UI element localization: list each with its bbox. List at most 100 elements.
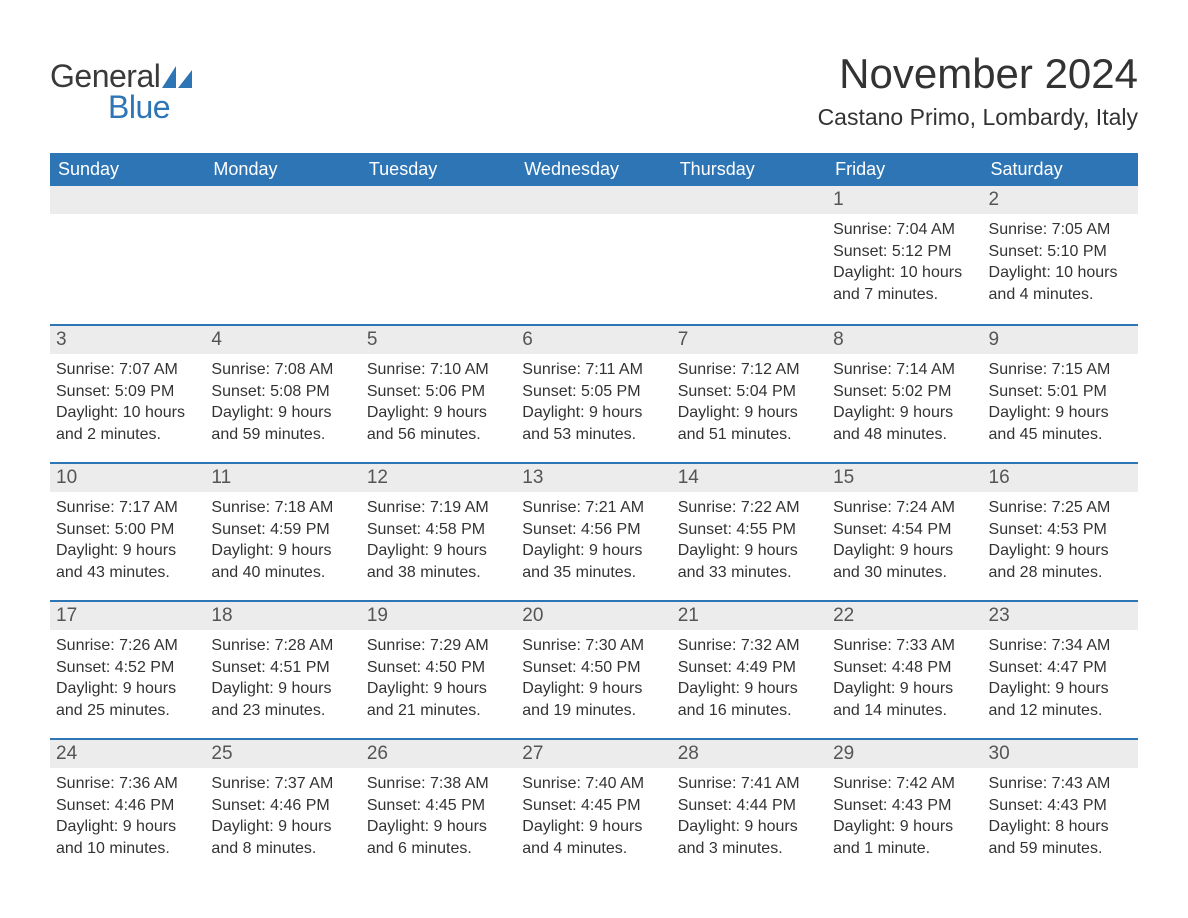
day-number: 2 [989,189,1000,210]
daylight-line1: Daylight: 9 hours [56,678,199,700]
day-body: Sunrise: 7:41 AMSunset: 4:44 PMDaylight:… [672,768,827,863]
sunrise-text: Sunrise: 7:12 AM [678,359,821,381]
day-number: 3 [56,329,67,350]
week-row: 17Sunrise: 7:26 AMSunset: 4:52 PMDayligh… [50,600,1138,728]
daylight-line2: and 48 minutes. [833,424,976,446]
daylight-line2: and 2 minutes. [56,424,199,446]
weekday-header: Thursday [672,153,827,186]
daylight-line1: Daylight: 9 hours [989,678,1132,700]
daylight-line1: Daylight: 9 hours [367,678,510,700]
day-number: 15 [833,467,854,488]
daylight-line1: Daylight: 9 hours [56,816,199,838]
day-cell: 10Sunrise: 7:17 AMSunset: 5:00 PMDayligh… [50,464,205,590]
weekday-header: Wednesday [516,153,671,186]
day-cell: 28 Sunrise: 7:41 AMSunset: 4:44 PMDayligh… [672,740,827,866]
empty-day-cell [672,186,827,314]
sunset-text: Sunset: 4:45 PM [522,795,665,817]
day-number-row: 13 [516,464,671,492]
day-body: Sunrise: 7:43 AMSunset: 4:43 PMDaylight:… [983,768,1138,863]
day-number-row: 8 [827,326,982,354]
day-number-row: 22 [827,602,982,630]
day-number: 28 [678,743,699,764]
day-cell: 23Sunrise: 7:34 AMSunset: 4:47 PMDayligh… [983,602,1138,728]
day-number-row [50,186,205,214]
day-body: Sunrise: 7:28 AMSunset: 4:51 PMDaylight:… [205,630,360,725]
sunrise-text: Sunrise: 7:38 AM [367,773,510,795]
day-number-row: 24 [50,740,205,768]
daylight-line1: Daylight: 9 hours [833,678,976,700]
day-number-row: 28 [672,740,827,768]
sunrise-text: Sunrise: 7:30 AM [522,635,665,657]
calendar: SundayMondayTuesdayWednesdayThursdayFrid… [50,153,1138,866]
sunset-text: Sunset: 5:10 PM [989,241,1132,263]
day-number-row: 16 [983,464,1138,492]
daylight-line2: and 21 minutes. [367,700,510,722]
day-number-row: 10 [50,464,205,492]
daylight-line1: Daylight: 10 hours [833,262,976,284]
weekday-header: Monday [205,153,360,186]
day-cell: 9Sunrise: 7:15 AMSunset: 5:01 PMDaylight… [983,326,1138,452]
day-cell: 17Sunrise: 7:26 AMSunset: 4:52 PMDayligh… [50,602,205,728]
day-number-row: 21 [672,602,827,630]
month-title: November 2024 [818,50,1138,98]
daylight-line1: Daylight: 9 hours [522,816,665,838]
daylight-line2: and 8 minutes. [211,838,354,860]
day-cell: 26Sunrise: 7:38 AMSunset: 4:45 PMDayligh… [361,740,516,866]
daylight-line2: and 59 minutes. [989,838,1132,860]
daylight-line2: and 7 minutes. [833,284,976,306]
day-body [672,214,827,223]
day-number-row: 4 [205,326,360,354]
daylight-line2: and 51 minutes. [678,424,821,446]
daylight-line2: and 30 minutes. [833,562,976,584]
daylight-line2: and 6 minutes. [367,838,510,860]
daylight-line1: Daylight: 9 hours [367,540,510,562]
sunset-text: Sunset: 4:56 PM [522,519,665,541]
sunset-text: Sunset: 4:53 PM [989,519,1132,541]
day-number: 25 [211,743,232,764]
day-number: 8 [833,329,844,350]
day-number-row [361,186,516,214]
day-number: 13 [522,467,543,488]
day-number: 12 [367,467,388,488]
daylight-line1: Daylight: 9 hours [211,816,354,838]
daylight-line2: and 23 minutes. [211,700,354,722]
sunset-text: Sunset: 4:52 PM [56,657,199,679]
day-number: 10 [56,467,77,488]
sunrise-text: Sunrise: 7:05 AM [989,219,1132,241]
day-cell: 1Sunrise: 7:04 AMSunset: 5:12 PMDaylight… [827,186,982,314]
day-cell: 14Sunrise: 7:22 AMSunset: 4:55 PMDayligh… [672,464,827,590]
sunset-text: Sunset: 4:50 PM [367,657,510,679]
day-body: Sunrise: 7:12 AMSunset: 5:04 PMDaylight:… [672,354,827,449]
daylight-line2: and 4 minutes. [522,838,665,860]
sunrise-text: Sunrise: 7:41 AM [678,773,821,795]
sunrise-text: Sunrise: 7:08 AM [211,359,354,381]
day-body: Sunrise: 7:18 AMSunset: 4:59 PMDaylight:… [205,492,360,587]
day-body: Sunrise: 7:11 AMSunset: 5:05 PMDaylight:… [516,354,671,449]
week-row: 10Sunrise: 7:17 AMSunset: 5:00 PMDayligh… [50,462,1138,590]
daylight-line2: and 28 minutes. [989,562,1132,584]
day-number: 17 [56,605,77,626]
day-cell: 3Sunrise: 7:07 AMSunset: 5:09 PMDaylight… [50,326,205,452]
daylight-line1: Daylight: 9 hours [989,540,1132,562]
day-body: Sunrise: 7:19 AMSunset: 4:58 PMDaylight:… [361,492,516,587]
day-number-row: 15 [827,464,982,492]
sunset-text: Sunset: 5:06 PM [367,381,510,403]
sunrise-text: Sunrise: 7:40 AM [522,773,665,795]
weekday-header: Sunday [50,153,205,186]
sunrise-text: Sunrise: 7:33 AM [833,635,976,657]
daylight-line1: Daylight: 8 hours [989,816,1132,838]
day-cell: 20Sunrise: 7:30 AMSunset: 4:50 PMDayligh… [516,602,671,728]
day-number: 23 [989,605,1010,626]
title-block: November 2024 Castano Primo, Lombardy, I… [818,40,1138,135]
daylight-line1: Daylight: 9 hours [367,816,510,838]
weekday-header: Tuesday [361,153,516,186]
day-number-row: 30 [983,740,1138,768]
daylight-line2: and 25 minutes. [56,700,199,722]
day-number: 6 [522,329,533,350]
day-body: Sunrise: 7:42 AMSunset: 4:43 PMDaylight:… [827,768,982,863]
day-number-row: 18 [205,602,360,630]
daylight-line2: and 40 minutes. [211,562,354,584]
day-number-row: 27 [516,740,671,768]
day-body: Sunrise: 7:29 AMSunset: 4:50 PMDaylight:… [361,630,516,725]
day-cell: 7Sunrise: 7:12 AMSunset: 5:04 PMDaylight… [672,326,827,452]
